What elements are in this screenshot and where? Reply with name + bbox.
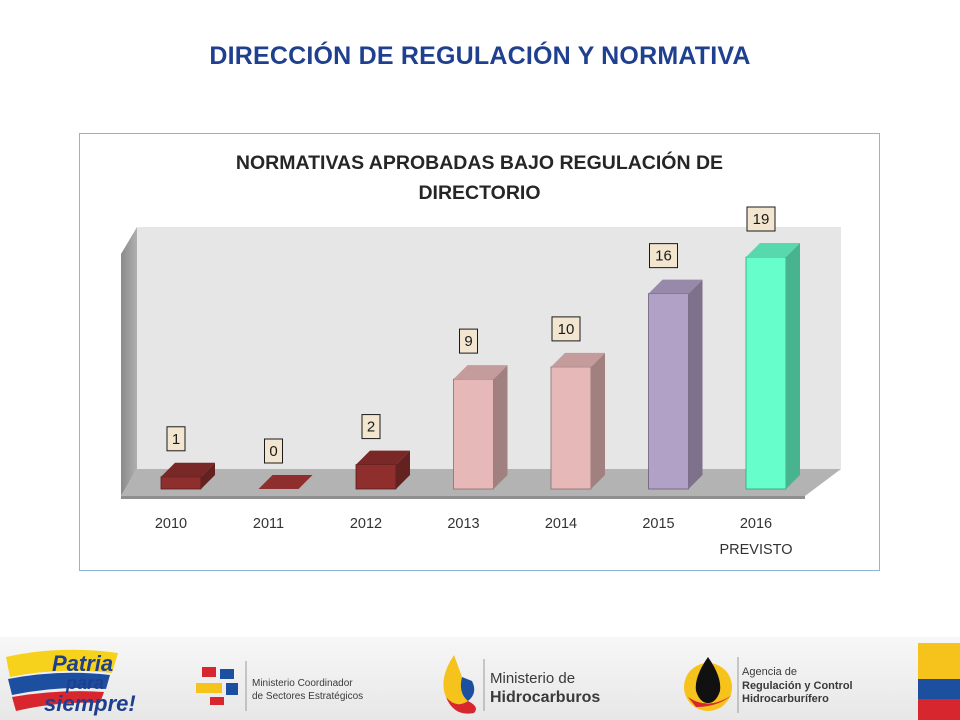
- bar-top: [551, 352, 605, 367]
- chart-bars: [160, 243, 800, 490]
- data-label-text: 19: [753, 211, 770, 228]
- bar-side: [688, 279, 703, 489]
- data-label-2010: 1: [166, 426, 186, 452]
- data-label-box: [551, 316, 581, 342]
- data-label-2012: 2: [361, 414, 381, 440]
- data-label-box: [746, 206, 776, 232]
- bar-front: [453, 378, 494, 490]
- ecuador-flag-stripe: [918, 643, 960, 720]
- bar-front: [550, 366, 592, 490]
- flag-stripe-blue: [918, 679, 960, 699]
- chart-x-axis: 2010 2011 2012 2013 2014 2015 2016 PREVISTO: [155, 516, 793, 558]
- data-label-box: [459, 328, 478, 354]
- data-label-text: 2: [367, 419, 375, 436]
- bar-front: [160, 476, 202, 490]
- arch-swoosh-red: [688, 695, 732, 707]
- drop-icon-red: [446, 697, 476, 714]
- data-label-2013: 9: [459, 328, 478, 354]
- data-label-text: 0: [269, 443, 277, 460]
- arch-line-1: Agencia de: [742, 666, 797, 678]
- chart-side-wall: [121, 227, 137, 496]
- x-tick-label-2012: 2012: [350, 516, 382, 532]
- bar-top: [356, 450, 410, 465]
- bar-front: [745, 256, 787, 490]
- data-label-text: 1: [172, 431, 180, 448]
- arch-line-2: Regulación y Control: [742, 680, 853, 692]
- mh-line-1: Ministerio de: [490, 670, 575, 687]
- bar-side: [201, 462, 215, 489]
- bar-top: [453, 365, 508, 380]
- bar-front: [355, 464, 397, 490]
- patria-para-siempre-logo: Patria para siempre!: [6, 649, 136, 716]
- x-tick-label-2014: 2014: [545, 516, 577, 532]
- data-label-box: [361, 414, 381, 440]
- patria-line-1: Patria: [52, 651, 113, 676]
- ministerio-coordinador-logo: Ministerio Coordinador de Sectores Estra…: [196, 661, 363, 711]
- mcse-square-red: [202, 667, 216, 677]
- agencia-regulacion-logo: Agencia de Regulación y Control Hidrocar…: [684, 657, 853, 713]
- data-label-box: [264, 438, 283, 464]
- flag-swoosh-yellow: [6, 649, 118, 677]
- data-label-box: [166, 426, 186, 452]
- bar-2012: [355, 450, 410, 490]
- x-tick-label-2015: 2015: [642, 516, 674, 532]
- mcse-square-yellow: [196, 683, 222, 693]
- mcse-line-1: Ministerio Coordinador: [252, 678, 353, 689]
- data-label-text: 9: [464, 333, 472, 350]
- mcse-square-blue: [220, 669, 234, 679]
- page-title: DIRECCIÓN DE REGULACIÓN Y NORMATIVA: [209, 42, 751, 70]
- bar-2014: [550, 352, 605, 490]
- data-label-2016: 19: [746, 206, 776, 232]
- x-tick-label-2011: 2011: [253, 516, 284, 532]
- bar-side: [591, 352, 605, 489]
- flag-stripe-yellow: [918, 643, 960, 679]
- chart-floor-edge: [121, 496, 805, 499]
- x-tick-sublabel: PREVISTO: [719, 542, 792, 558]
- ministerio-hidrocarburos-logo: Ministerio de Hidrocarburos: [443, 655, 600, 714]
- bar-top: [258, 475, 313, 489]
- x-tick-label-2016: 2016: [740, 516, 772, 532]
- drop-icon-yellow: [443, 655, 468, 705]
- data-label-2014: 10: [551, 316, 581, 342]
- arch-line-3: Hidrocarburífero: [742, 693, 829, 705]
- patria-line-2: para: [65, 673, 104, 693]
- data-label-box: [649, 243, 678, 269]
- bar-side: [396, 450, 410, 489]
- flag-stripe-red: [918, 699, 960, 720]
- data-label-text: 16: [655, 248, 672, 265]
- data-label-2015: 16: [649, 243, 678, 269]
- arch-drop-black: [695, 657, 721, 703]
- footer-logo-bar: Patria para siempre! Ministerio Coordina…: [0, 637, 960, 720]
- chart-title: NORMATIVAS APROBADAS BAJO REGULACIÓN DE …: [80, 148, 879, 208]
- bar-side: [493, 365, 508, 489]
- mh-line-2: Hidrocarburos: [490, 689, 600, 706]
- data-label-2011: 0: [264, 438, 283, 464]
- bar-2011: [258, 475, 313, 489]
- bar-2015: [648, 279, 703, 490]
- patria-line-3: siempre!: [44, 691, 136, 716]
- bar-2013: [453, 365, 508, 490]
- chart-title-line-1: NORMATIVAS APROBADAS BAJO REGULACIÓN DE: [235, 152, 724, 174]
- bar-2010: [160, 462, 215, 490]
- mcse-line-2: de Sectores Estratégicos: [252, 691, 363, 702]
- chart-frame: NORMATIVAS APROBADAS BAJO REGULACIÓN DE …: [79, 133, 880, 571]
- data-label-text: 10: [558, 321, 575, 338]
- bar-top: [648, 279, 703, 294]
- chart-title-line-2: DIRECTORIO: [418, 182, 541, 204]
- mcse-square-red-2: [210, 697, 224, 705]
- x-tick-label-2013: 2013: [447, 516, 479, 532]
- flag-swoosh-blue: [8, 672, 110, 695]
- bar-front: [648, 293, 689, 490]
- flag-swoosh-red: [12, 691, 104, 711]
- bar-2016: [745, 243, 800, 490]
- x-tick-label-2010: 2010: [155, 516, 187, 532]
- bar-side: [786, 243, 800, 489]
- bar-top: [161, 462, 215, 477]
- bar-top: [746, 243, 800, 257]
- mcse-square-blue-2: [226, 683, 238, 695]
- drop-icon-blue: [460, 677, 475, 701]
